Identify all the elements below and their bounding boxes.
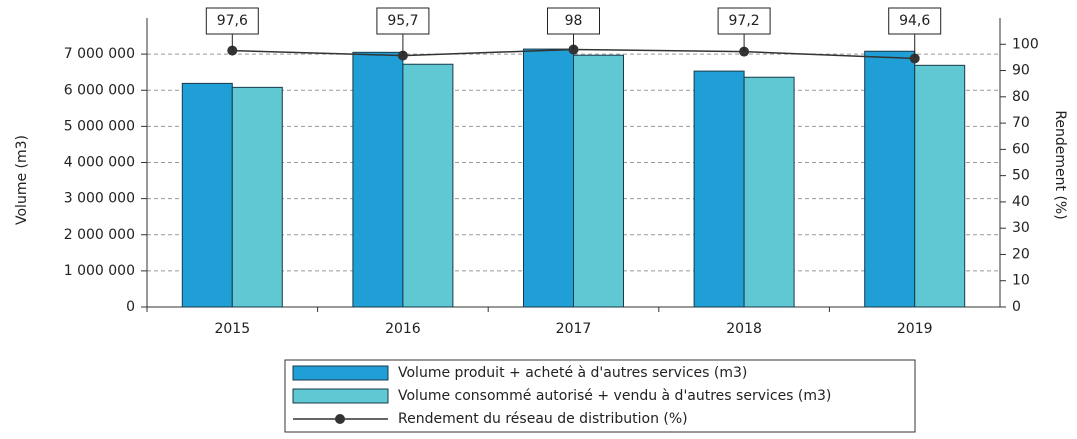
y2-tick-label: 90 [1012, 63, 1030, 79]
y-tick-label: 5 000 000 [64, 118, 135, 134]
y2-tick-label: 50 [1012, 168, 1030, 184]
bar [573, 54, 624, 308]
y2-tick-label: 80 [1012, 89, 1030, 105]
bar [231, 86, 283, 308]
data-label-box [717, 7, 771, 35]
y2-tick-label: 60 [1012, 141, 1030, 157]
y-tick-label: 7 000 000 [64, 46, 135, 62]
bar [352, 51, 404, 308]
y2-tick-label: 30 [1012, 220, 1030, 236]
data-label-box [888, 7, 942, 35]
bar [864, 50, 916, 308]
y-tick-label: 1 000 000 [64, 263, 135, 279]
y-tick-label: 2 000 000 [64, 227, 135, 243]
bar [693, 70, 745, 308]
data-label: 94,6 [899, 13, 930, 29]
y2-tick-label: 40 [1012, 194, 1030, 210]
y-axis-label: Volume (m3) [14, 135, 30, 225]
x-tick-label: 2018 [726, 321, 762, 337]
bar [914, 64, 966, 308]
legend-label: Rendement du réseau de distribution (%) [398, 411, 688, 427]
x-tick-label: 2019 [897, 321, 933, 337]
y-tick-label: 3 000 000 [64, 191, 135, 207]
legend-swatch [335, 414, 345, 424]
bar [402, 63, 454, 308]
data-label: 97,6 [217, 13, 248, 29]
bar [523, 48, 574, 308]
y2-axis-label: Rendement (%) [1052, 110, 1068, 219]
data-label-box [376, 7, 430, 35]
y2-tick-label: 0 [1012, 299, 1021, 315]
y-tick-label: 0 [126, 299, 135, 315]
y-tick-label: 6 000 000 [64, 82, 135, 98]
x-tick-label: 2017 [556, 321, 592, 337]
x-tick-label: 2016 [385, 321, 421, 337]
legend-label: Volume consommé autorisé + vendu à d'aut… [398, 388, 831, 404]
y2-tick-label: 20 [1012, 246, 1030, 262]
y2-tick-label: 70 [1012, 115, 1030, 131]
data-label: 98 [565, 13, 583, 29]
legend-label: Volume produit + acheté à d'autres servi… [398, 365, 747, 381]
x-tick-label: 2015 [214, 321, 250, 337]
legend-swatch [292, 365, 389, 381]
data-label: 95,7 [387, 13, 418, 29]
y-tick-label: 4 000 000 [64, 155, 135, 171]
bar [743, 76, 795, 308]
y2-tick-label: 10 [1012, 273, 1030, 289]
legend-swatch [292, 388, 389, 404]
legend-box [284, 359, 916, 433]
data-label: 97,2 [729, 13, 760, 29]
data-label-box [205, 7, 259, 35]
bar [181, 82, 233, 308]
data-label-box [547, 7, 600, 35]
y2-tick-label: 100 [1012, 36, 1039, 52]
